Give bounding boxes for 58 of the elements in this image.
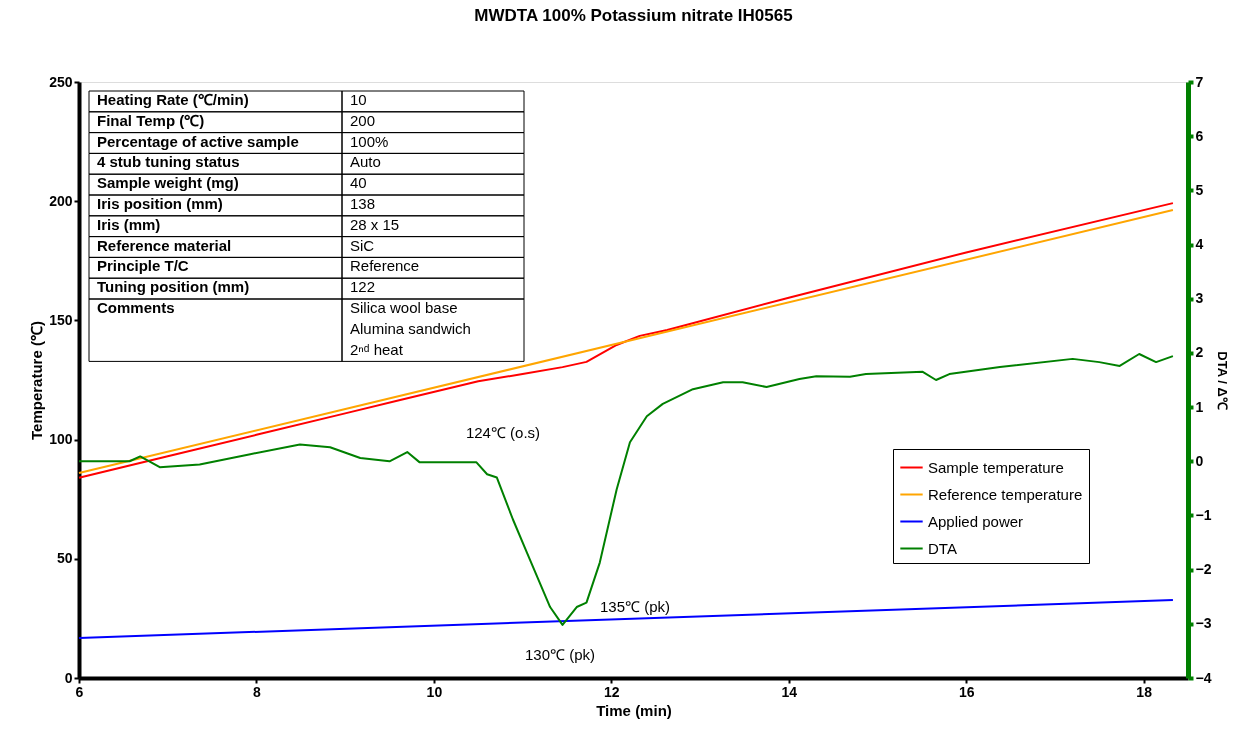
annotation: Sample weight (mg) [97,174,239,192]
x-tick-label: 10 [426,683,443,700]
y-axis-title: Temperature (℃) [28,321,46,440]
annotation: 28 x 15 [350,215,400,233]
legend-label: DTA [928,539,957,557]
x-tick-label: 18 [1136,683,1153,700]
y-tick-label: 150 [49,311,73,328]
x-tick-label: 8 [253,683,262,700]
chart-title: MWDTA 100% Potassium nitrate IH0565 [474,6,793,25]
annotation: 100% [350,132,389,150]
y2-tick-label: 4 [1195,236,1204,253]
annotation: 135℃ (pk) [599,598,671,615]
annotation: 40 [350,174,367,192]
annotation: Iris (mm) [97,215,161,233]
y-tick-label: 50 [56,550,73,567]
y2-tick-label: 2 [1195,344,1204,361]
x-tick-label: 16 [958,683,975,700]
annotation: Silica wool base Alumina sandwich 2ⁿᵈ heat [350,299,471,358]
legend-label: Applied power [928,512,1024,530]
x-axis-title: Time (min) [596,701,672,719]
annotation: Reference [350,257,420,275]
annotation: SiC [350,236,375,254]
annotation: 138 [350,195,376,212]
annotation: 130℃ (pk) [524,646,596,663]
annotation: Reference material [97,236,232,254]
legend-label: Sample temperature [928,458,1064,476]
y-tick-label: 250 [49,73,73,90]
annotation: Percentage of active sample [97,132,299,150]
annotation: Tuning position (mm) [97,278,250,296]
annotation: Final Temp (℃) [97,111,205,129]
annotation: 10 [350,91,367,108]
annotation: Heating Rate (℃/min) [97,91,249,108]
y2-tick-label: 7 [1195,73,1204,90]
x-tick-label: 6 [75,683,84,700]
y-tick-label: 200 [49,192,73,209]
legend-label: Reference temperature [928,485,1083,503]
annotation: Auto [350,153,381,171]
x-tick-label: 14 [781,683,798,700]
y2-tick-label: 3 [1195,290,1204,307]
x-tick-label: 12 [604,683,620,700]
y2-tick-label: 1 [1195,398,1204,415]
y-tick-label: 0 [64,669,73,686]
annotation: Principle T/C [97,257,189,275]
annotation: Comments [97,299,175,316]
y2-axis-title: DTA / Δ℃ [1215,351,1231,410]
annotation: 124℃ (o.s) [465,424,541,441]
y2-tick-label: 6 [1195,127,1204,144]
y2-tick-label: −2 [1195,561,1212,578]
y2-tick-label: −3 [1195,615,1212,632]
y2-tick-label: 5 [1195,181,1204,198]
annotation: 122 [350,278,376,296]
annotation: Iris position (mm) [97,195,223,212]
y2-tick-label: 0 [1195,452,1204,469]
annotation: 4 stub tuning status [97,153,240,171]
y-tick-label: 100 [49,431,73,448]
y2-tick-label: −1 [1195,506,1212,523]
y2-tick-label: −4 [1195,669,1212,686]
annotation: 200 [350,111,376,129]
